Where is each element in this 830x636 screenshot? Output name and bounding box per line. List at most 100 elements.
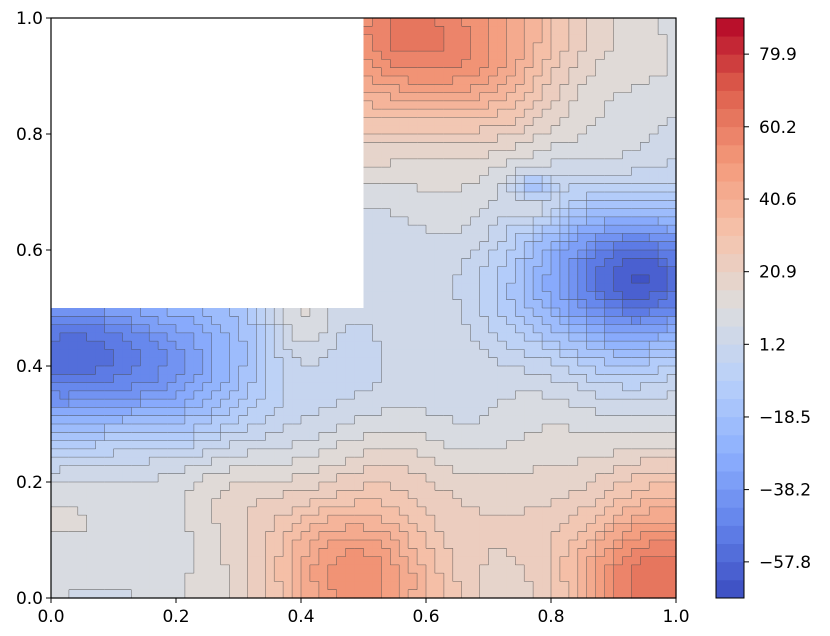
contour-cell [59, 390, 70, 400]
contour-cell [390, 573, 400, 583]
contour-cell [434, 581, 445, 591]
contour-cell [229, 531, 240, 541]
contour-cell [345, 440, 356, 450]
contour-cell [524, 374, 534, 384]
contour-cell [247, 399, 257, 409]
contour-cell [372, 366, 382, 375]
contour-cell [622, 59, 632, 69]
contour-cell [265, 332, 275, 342]
contour-cell [586, 167, 597, 177]
contour-cell [479, 26, 490, 36]
contour-cell [247, 589, 257, 599]
contour-cell [658, 283, 668, 293]
contour-cell [309, 515, 320, 525]
contour-cell [470, 324, 481, 334]
contour-cell [595, 158, 606, 168]
contour-cell [640, 440, 650, 450]
contour-cell [265, 515, 275, 525]
contour-cell [470, 291, 481, 301]
contour-cell [604, 407, 615, 417]
contour-cell [542, 250, 552, 259]
contour-cell [551, 250, 561, 259]
contour-cell [113, 308, 124, 317]
contour-cell [551, 482, 561, 491]
contour-cell [220, 465, 231, 475]
contour-cell [470, 34, 481, 44]
contour-cell [354, 465, 365, 475]
contour-cell [86, 308, 97, 317]
contour-cell [229, 399, 240, 409]
contour-cell [399, 183, 409, 193]
contour-cell [658, 581, 668, 591]
contour-cell [613, 125, 624, 135]
contour-cell [95, 540, 106, 549]
contour-cell [640, 432, 650, 442]
contour-cell [372, 457, 382, 467]
contour-cell [443, 283, 454, 293]
contour-cell [390, 357, 400, 367]
contour-cell [309, 399, 320, 409]
contour-cell [95, 589, 106, 599]
contour-cell [336, 332, 347, 342]
contour-cell [613, 581, 624, 591]
contour-cell [399, 150, 409, 160]
contour-cell [533, 175, 543, 185]
contour-cell [68, 556, 79, 566]
contour-cell [649, 473, 659, 483]
colorbar-segment [716, 398, 744, 418]
contour-cell [488, 515, 499, 525]
contour-cell [542, 233, 552, 243]
contour-cell [131, 473, 141, 483]
contour-cell [577, 76, 588, 85]
contour-cell [274, 490, 284, 500]
contour-cell [577, 457, 588, 467]
contour-cell [613, 241, 624, 251]
contour-cell [506, 374, 516, 384]
contour-cell [238, 366, 249, 375]
contour-cell [309, 324, 320, 334]
contour-cell [202, 316, 213, 326]
contour-cell [497, 564, 507, 574]
contour-cell [452, 357, 463, 367]
contour-cell [399, 540, 409, 549]
contour-cell [283, 482, 293, 491]
contour-cell [318, 448, 329, 458]
contour-cell [461, 216, 472, 226]
contour-cell [443, 332, 454, 342]
contour-cell [381, 233, 391, 243]
y-tick-label: 0.2 [16, 473, 43, 493]
contour-cell [461, 465, 472, 475]
contour-cell [408, 225, 418, 235]
contour-cell [470, 357, 481, 367]
contour-cell [586, 506, 597, 516]
contour-cell [86, 357, 97, 367]
contour-cell [372, 308, 382, 317]
contour-cell [381, 34, 391, 44]
contour-cell [399, 200, 409, 210]
contour-cell [381, 241, 391, 251]
contour-cell [506, 440, 516, 450]
contour-cell [479, 424, 490, 433]
contour-cell [631, 274, 641, 284]
contour-cell [452, 134, 463, 143]
contour-cell [149, 382, 159, 392]
contour-cell [390, 382, 400, 392]
contour-cell [568, 76, 579, 85]
contour-cell [283, 424, 293, 433]
contour-cell [559, 324, 570, 334]
contour-cell [390, 531, 400, 541]
contour-cell [559, 581, 570, 591]
contour-cell [51, 424, 61, 433]
contour-cell [211, 316, 222, 326]
contour-cell [649, 274, 659, 284]
contour-cell [434, 415, 445, 425]
contour-cell [595, 424, 606, 433]
contour-cell [265, 564, 275, 574]
contour-cell [488, 589, 499, 599]
contour-cell [631, 208, 641, 218]
contour-cell [283, 490, 293, 500]
contour-cell [479, 390, 490, 400]
contour-cell [318, 573, 329, 583]
contour-cell [238, 407, 249, 417]
contour-cell [577, 175, 588, 185]
